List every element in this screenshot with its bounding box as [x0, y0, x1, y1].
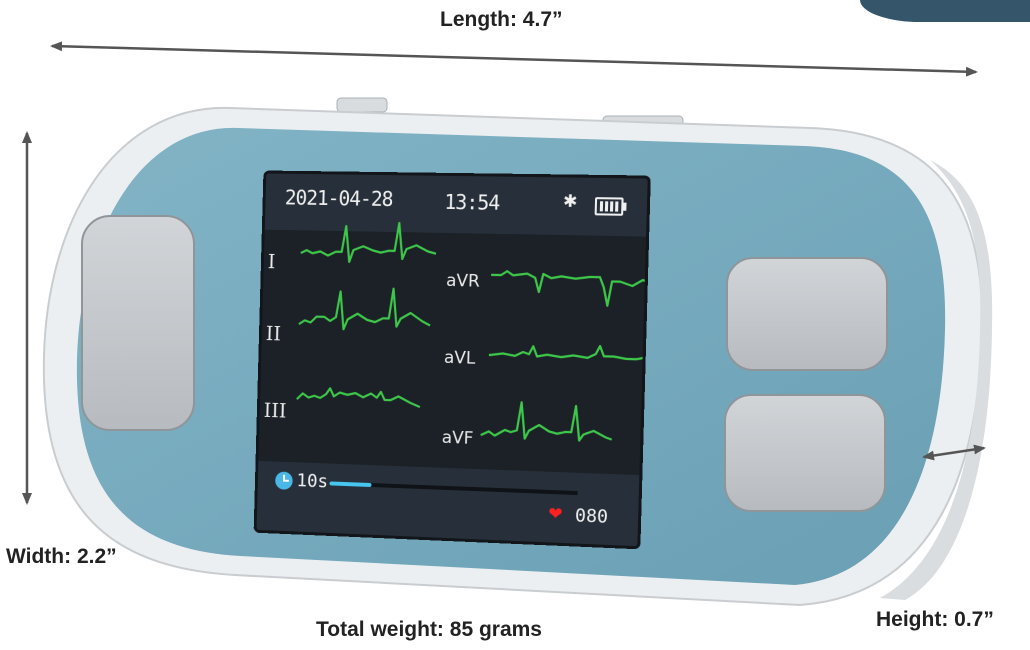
top-button-left: [337, 98, 387, 112]
date-text: 2021-04-28: [285, 186, 393, 211]
wave-lead-avl: [489, 343, 647, 359]
recording-progress-track: [329, 481, 577, 495]
heart-icon: ❤: [548, 500, 562, 526]
wave-lead-iii: [297, 387, 421, 407]
right-electrode-bottom: [725, 395, 885, 511]
battery-icon: [595, 197, 624, 216]
heart-rate-text: 080: [575, 505, 609, 528]
recording-progress-fill: [329, 481, 371, 487]
left-electrode: [82, 216, 194, 430]
bluetooth-icon: ✱: [563, 188, 577, 213]
wave-lead-i: [301, 221, 437, 263]
right-electrode-top: [727, 258, 887, 370]
clock-icon: [275, 471, 293, 489]
ecg-screen: 2021-04-28 13:54 ✱ I II III aVR aVL aVF: [257, 173, 648, 546]
wave-lead-avf: [481, 401, 613, 442]
length-arrow: [52, 46, 976, 72]
time-text: 13:54: [444, 190, 500, 215]
timer-text: 10s: [296, 470, 328, 492]
wave-lead-ii: [299, 287, 431, 332]
wave-lead-avr: [490, 271, 646, 307]
